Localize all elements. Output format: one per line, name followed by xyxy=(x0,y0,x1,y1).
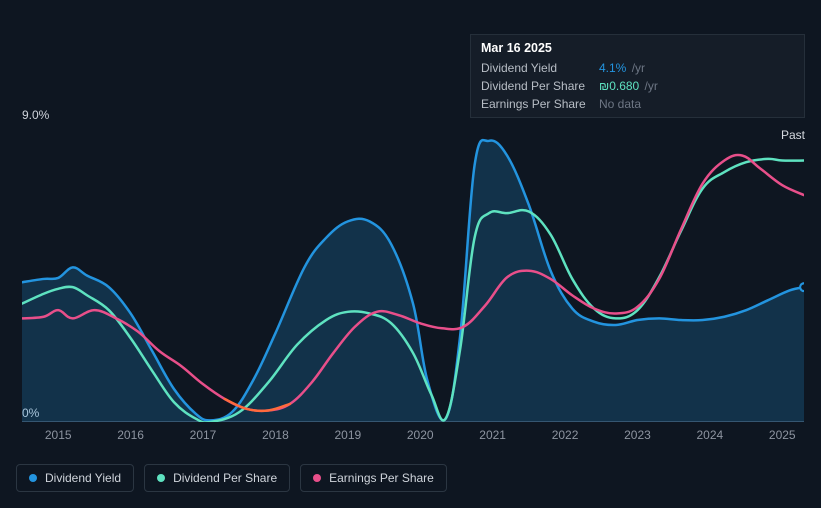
x-tick-label: 2022 xyxy=(552,428,579,442)
tooltip-row: Dividend Yield4.1% /yr xyxy=(471,59,804,77)
x-tick-label: 2025 xyxy=(769,428,796,442)
x-tick-label: 2017 xyxy=(190,428,217,442)
legend-dot-icon xyxy=(313,474,321,482)
tooltip-row-label: Earnings Per Share xyxy=(481,97,599,111)
x-tick-label: 2024 xyxy=(697,428,724,442)
dividend-chart: Mar 16 2025 Dividend Yield4.1% /yrDivide… xyxy=(0,0,821,508)
x-axis-labels: 2015 2016 2017 2018 2019 2020 2021 2022 2023 2024… xyxy=(0,428,821,448)
tooltip-row-label: Dividend Per Share xyxy=(481,79,599,93)
x-tick-label: 2016 xyxy=(117,428,144,442)
x-tick-label: 2020 xyxy=(407,428,434,442)
tooltip-row: Earnings Per ShareNo data xyxy=(471,95,804,113)
x-tick-label: 2023 xyxy=(624,428,651,442)
legend-item-earnings-per-share[interactable]: Earnings Per Share xyxy=(300,464,447,492)
tooltip-row-value: 4.1% /yr xyxy=(599,61,645,75)
legend-item-dividend-per-share[interactable]: Dividend Per Share xyxy=(144,464,290,492)
tooltip-date: Mar 16 2025 xyxy=(471,35,804,59)
legend-label: Dividend Per Share xyxy=(173,471,277,485)
legend-item-dividend-yield[interactable]: Dividend Yield xyxy=(16,464,134,492)
tooltip-row-label: Dividend Yield xyxy=(481,61,599,75)
chart-plot-area[interactable] xyxy=(22,126,804,422)
tooltip-row: Dividend Per Share₪0.680 /yr xyxy=(471,77,804,95)
x-tick-label: 2018 xyxy=(262,428,289,442)
x-tick-label: 2019 xyxy=(334,428,361,442)
x-tick-label: 2015 xyxy=(45,428,72,442)
legend-dot-icon xyxy=(157,474,165,482)
dividend_yield-area xyxy=(22,140,804,422)
tooltip-row-value: ₪0.680 /yr xyxy=(599,79,658,93)
y-axis-max-label: 9.0% xyxy=(22,108,49,122)
x-tick-label: 2021 xyxy=(479,428,506,442)
legend-dot-icon xyxy=(29,474,37,482)
chart-tooltip: Mar 16 2025 Dividend Yield4.1% /yrDivide… xyxy=(470,34,805,118)
legend-label: Earnings Per Share xyxy=(329,471,434,485)
past-label: Past xyxy=(781,128,805,142)
chart-legend: Dividend Yield Dividend Per Share Earnings… xyxy=(16,464,447,492)
tooltip-row-value: No data xyxy=(599,97,641,111)
legend-label: Dividend Yield xyxy=(45,471,121,485)
